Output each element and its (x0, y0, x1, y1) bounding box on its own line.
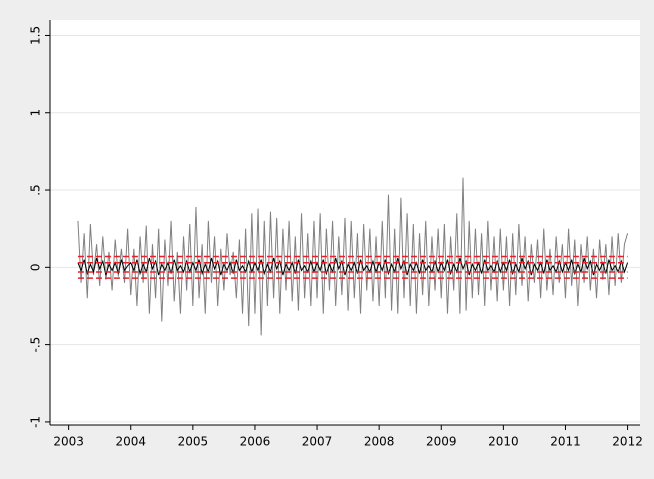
series-line (77, 177, 629, 336)
x-tick-label: 2009 (426, 435, 457, 449)
x-tick-label: 2011 (550, 435, 581, 449)
x-tick-label: 2008 (364, 435, 395, 449)
series-line (77, 257, 629, 276)
x-tick-label: 2004 (115, 435, 146, 449)
y-tick-label: 0 (29, 264, 43, 272)
y-tick-label: -.5 (29, 337, 43, 353)
x-tick-label: 2006 (240, 435, 271, 449)
y-tick-label: 1.5 (29, 26, 43, 45)
x-tick-label: 2003 (53, 435, 84, 449)
y-tick-label: .5 (29, 184, 43, 195)
y-tick-label: -1 (29, 416, 43, 428)
x-tick-label: 2007 (302, 435, 333, 449)
x-tick-label: 2012 (612, 435, 643, 449)
x-tick-label: 2005 (178, 435, 209, 449)
x-tick-label: 2010 (488, 435, 519, 449)
y-tick-label: 1 (29, 109, 43, 117)
